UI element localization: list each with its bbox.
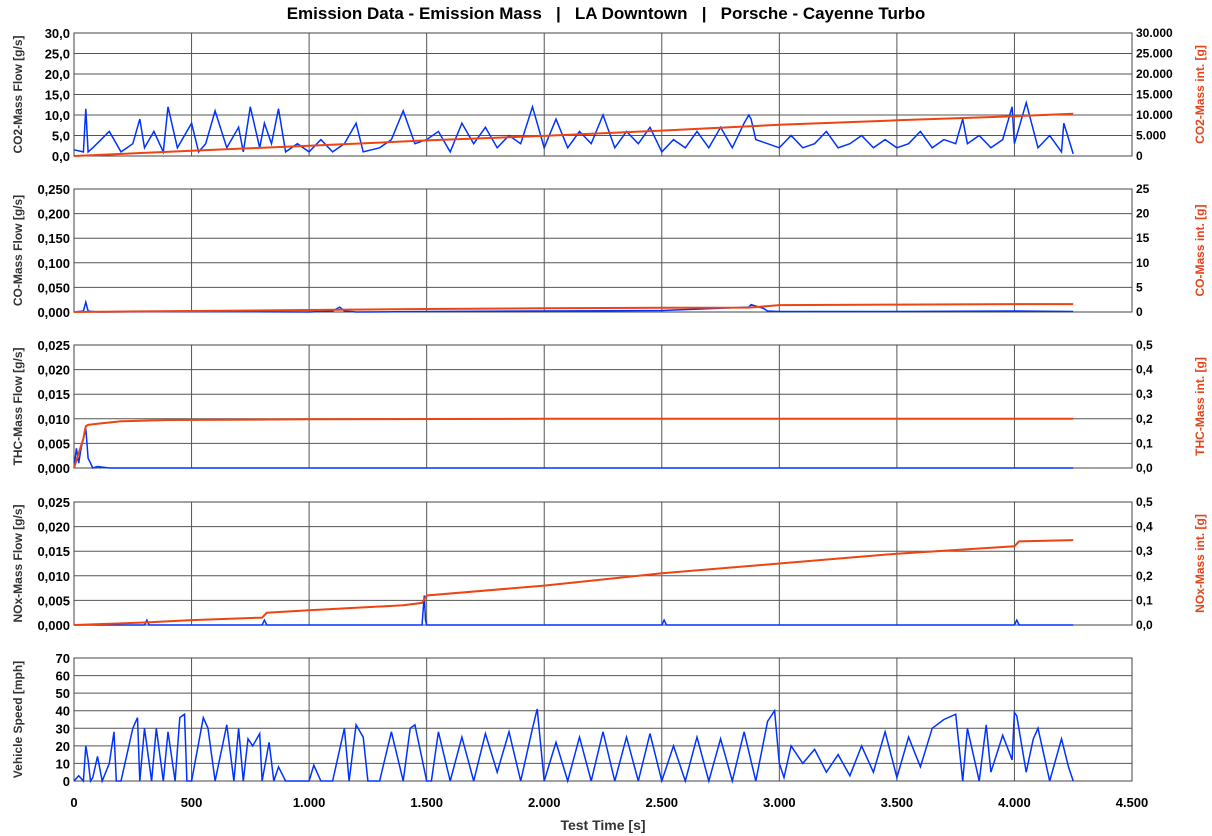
integral-mass-line: [73, 303, 1074, 313]
mass-flow-line: [74, 595, 1074, 626]
y-tick-label: 30,0: [45, 26, 70, 41]
y-tick-label: 0,100: [37, 256, 70, 271]
y-tick-label: 15,0: [45, 88, 70, 103]
y-right-tick-label: 0,0: [1136, 618, 1153, 632]
y-tick-label: 0: [63, 774, 70, 789]
y-right-tick-label: 0,2: [1136, 569, 1153, 583]
plot-frame: [73, 32, 1133, 157]
plot-frame: [73, 344, 1133, 469]
x-tick-label: 4.000: [998, 795, 1031, 810]
mass-flow-line: [73, 99, 1074, 155]
y-right-axis-label: CO2-Mass int. [g]: [1193, 45, 1207, 144]
y-tick-label: 0,005: [37, 436, 70, 451]
chart-title: Emission Data - Emission Mass | LA Downt…: [286, 4, 926, 23]
y-tick-label: 0,200: [37, 207, 70, 222]
y-tick-label: 40: [56, 704, 70, 719]
y-right-tick-label: 25.000: [1136, 47, 1173, 61]
y-tick-label: 25,0: [45, 47, 70, 62]
y-tick-label: 70: [56, 651, 70, 666]
y-right-tick-label: 0,0: [1136, 461, 1153, 475]
y-right-tick-label: 0,4: [1136, 363, 1153, 377]
y-tick-label: 10,0: [45, 108, 70, 123]
y-right-tick-label: 30.000: [1136, 26, 1173, 40]
y-tick-label: 50: [56, 686, 70, 701]
y-tick-label: 0,010: [37, 412, 70, 427]
y-right-tick-label: 0: [1136, 305, 1143, 319]
plot-frame: [73, 657, 1133, 782]
y-axis-label: CO2-Mass Flow [g/s]: [11, 35, 25, 153]
y-tick-label: 0,000: [37, 618, 70, 633]
y-tick-label: 0,015: [37, 544, 70, 559]
x-tick-label: 500: [181, 795, 203, 810]
integral-mass-line: [73, 539, 1074, 626]
y-right-tick-label: 10: [1136, 256, 1150, 270]
y-tick-label: 0,000: [37, 305, 70, 320]
y-tick-label: 0,250: [37, 182, 70, 197]
y-tick-label: 0,010: [37, 569, 70, 584]
x-tick-label: 4.500: [1116, 795, 1149, 810]
y-right-tick-label: 15: [1136, 231, 1150, 245]
y-right-tick-label: 5.000: [1136, 129, 1166, 143]
integral-mass-line: [73, 417, 1074, 469]
y-right-tick-label: 0,2: [1136, 412, 1153, 426]
vehicle-speed-line: [73, 708, 1074, 784]
y-right-tick-label: 0,5: [1136, 495, 1153, 509]
y-right-tick-label: 0,5: [1136, 338, 1153, 352]
y-right-tick-label: 25: [1136, 182, 1150, 196]
plot-frame: [73, 188, 1133, 313]
x-tick-label: 1.000: [293, 795, 326, 810]
x-tick-label: 3.500: [881, 795, 914, 810]
y-tick-label: 0,020: [37, 363, 70, 378]
x-tick-label: 0: [70, 795, 77, 810]
y-right-tick-label: 20.000: [1136, 67, 1173, 81]
y-tick-label: 20,0: [45, 67, 70, 82]
y-right-tick-label: 0,4: [1136, 520, 1153, 534]
y-right-tick-label: 20: [1136, 207, 1150, 221]
y-tick-label: 0,025: [37, 495, 70, 510]
plot-frame: [73, 501, 1133, 626]
x-axis-label: Test Time [s]: [560, 817, 645, 833]
y-tick-label: 0,050: [37, 280, 70, 295]
y-right-tick-label: 0,1: [1136, 593, 1153, 607]
y-right-tick-label: 0: [1136, 149, 1143, 163]
y-tick-label: 10: [56, 756, 70, 771]
y-tick-label: 0,0: [52, 149, 70, 164]
y-right-tick-label: 15.000: [1136, 88, 1173, 102]
y-tick-label: 60: [56, 669, 70, 684]
x-tick-label: 2.000: [528, 795, 561, 810]
y-right-tick-label: 0,3: [1136, 387, 1153, 401]
y-right-tick-label: 0,1: [1136, 436, 1153, 450]
y-tick-label: 5,0: [52, 129, 70, 144]
y-tick-label: 30: [56, 721, 70, 736]
x-tick-label: 2.500: [646, 795, 679, 810]
y-right-tick-label: 0,3: [1136, 544, 1153, 558]
x-tick-label: 3.000: [763, 795, 796, 810]
y-tick-label: 20: [56, 739, 70, 754]
y-right-axis-label: THC-Mass int. [g]: [1193, 357, 1207, 456]
y-axis-label: Vehicle Speed [mph]: [11, 661, 25, 778]
y-axis-label: NOx-Mass Flow [g/s]: [11, 504, 25, 622]
y-tick-label: 0,150: [37, 231, 70, 246]
y-axis-label: THC-Mass Flow [g/s]: [11, 347, 25, 465]
y-tick-label: 0,005: [37, 593, 70, 608]
y-tick-label: 0,020: [37, 520, 70, 535]
mass-flow-line: [73, 428, 1074, 469]
y-tick-label: 0,015: [37, 387, 70, 402]
x-tick-label: 1.500: [410, 795, 443, 810]
integral-mass-line: [73, 112, 1074, 157]
y-tick-label: 0,000: [37, 461, 70, 476]
y-right-axis-label: NOx-Mass int. [g]: [1193, 514, 1207, 613]
y-axis-label: CO-Mass Flow [g/s]: [11, 195, 25, 306]
y-right-tick-label: 5: [1136, 280, 1143, 294]
y-tick-label: 0,025: [37, 338, 70, 353]
y-right-axis-label: CO-Mass int. [g]: [1193, 204, 1207, 296]
y-right-tick-label: 10.000: [1136, 108, 1173, 122]
